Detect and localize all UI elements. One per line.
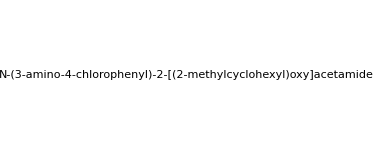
Text: N-(3-amino-4-chlorophenyl)-2-[(2-methylcyclohexyl)oxy]acetamide: N-(3-amino-4-chlorophenyl)-2-[(2-methylc… [0, 71, 373, 80]
